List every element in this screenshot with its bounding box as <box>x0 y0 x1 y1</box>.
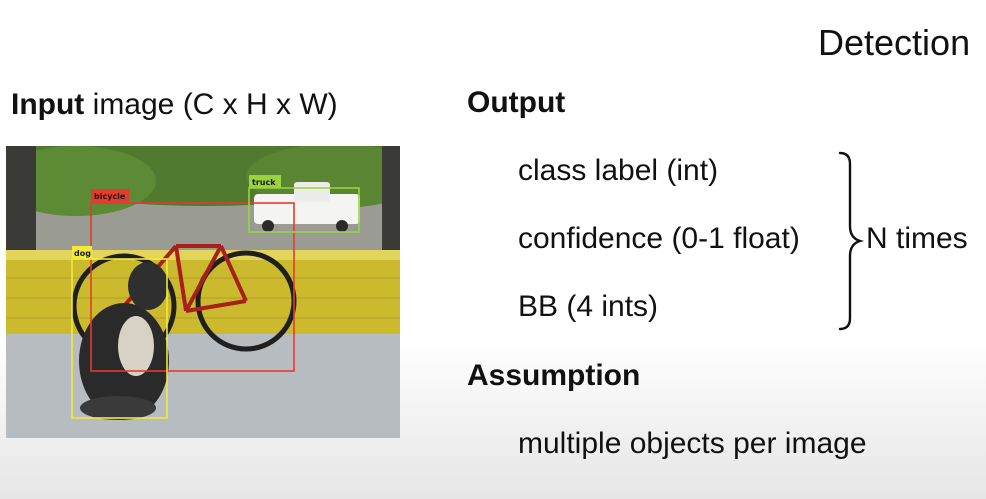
truck-box-label: truck <box>252 178 276 187</box>
truck-wheel-rear <box>336 220 348 232</box>
dog-head <box>128 262 168 310</box>
repeat-count-label: N times <box>866 222 968 255</box>
truck-wheel-front <box>262 220 274 232</box>
right-curly-brace <box>838 151 865 331</box>
dog-tail <box>80 396 156 420</box>
bicycle-bounding-box <box>90 202 295 372</box>
truck-bounding-box <box>248 187 360 233</box>
truck-label-bg <box>249 175 281 188</box>
porch-post-right <box>382 146 400 266</box>
bicycle-box-label: bicycle <box>94 192 126 201</box>
assumption-text: multiple objects per image <box>518 427 867 460</box>
assumption-heading: Assumption <box>467 359 641 392</box>
porch-post-left <box>6 146 36 266</box>
output-item-confidence: confidence (0-1 float) <box>518 222 800 255</box>
porch-floor <box>6 334 400 438</box>
input-heading: Input image (C x H x W) <box>11 88 338 122</box>
tree-canopy-right <box>246 146 400 208</box>
input-heading-bold: Input <box>11 88 85 121</box>
dog-box-label: dog <box>74 249 91 258</box>
dog-label-bg <box>72 246 92 259</box>
porch-wall-top <box>6 250 400 260</box>
input-heading-rest: image (C x H x W) <box>84 88 338 121</box>
dog-chest <box>118 316 154 376</box>
output-heading: Output <box>467 86 566 119</box>
slide-title: Detection <box>818 22 971 63</box>
truck-cab <box>294 182 330 202</box>
output-item-class-label: class label (int) <box>518 154 719 187</box>
output-item-bounding-box: BB (4 ints) <box>518 290 659 323</box>
example-image: bicycle truck dog <box>6 146 400 438</box>
truck-body <box>254 194 360 224</box>
dog-bounding-box <box>71 258 168 419</box>
bicycle-label-bg <box>91 189 129 203</box>
